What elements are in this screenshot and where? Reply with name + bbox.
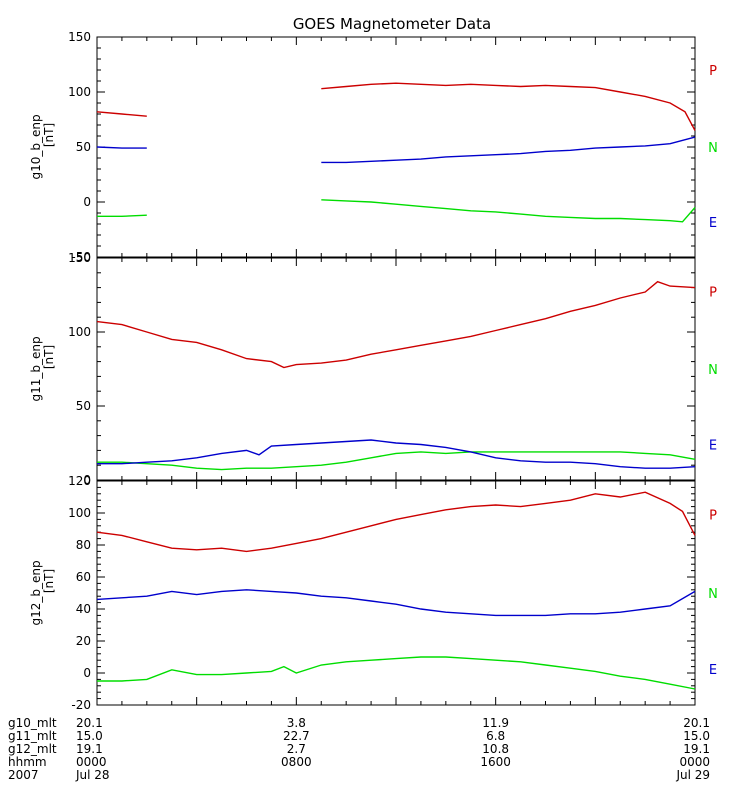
annotation-value: 3.8	[287, 716, 306, 730]
series-line-n	[97, 214, 147, 218]
side-label-e: E	[709, 216, 717, 231]
y-tick-label: 50	[76, 399, 91, 413]
annotation-row-label: g11_mlt	[8, 729, 57, 743]
series-n	[97, 199, 696, 223]
series-line-n	[97, 451, 696, 471]
y-tick-label: 60	[76, 570, 91, 584]
y-tick-label: 150	[68, 251, 91, 265]
annotation-value: 19.1	[76, 742, 103, 756]
annotation-value: Jul 28	[75, 768, 110, 782]
y-tick-label: 40	[76, 602, 91, 616]
y-tick-label: 80	[76, 538, 91, 552]
y-axis-label: g10_b_enp	[29, 114, 43, 179]
annotation-value: 15.0	[76, 729, 103, 743]
side-label-p: P	[709, 285, 717, 300]
panel-2: 0 50 100 150 g11_b_enp [nT] P N E	[29, 251, 718, 487]
series-p	[96, 280, 696, 369]
side-label-p: P	[709, 509, 717, 524]
series-line-n	[321, 199, 696, 223]
series-line-e	[321, 136, 696, 164]
series-e	[96, 589, 696, 617]
y-axis-label: g11_b_enp	[29, 336, 43, 401]
annotation-value: 6.8	[486, 729, 505, 743]
y-tick-label: 100	[68, 325, 91, 339]
side-label-e: E	[709, 438, 717, 453]
side-label-n: N	[708, 141, 718, 156]
annotation-value: 10.8	[482, 742, 509, 756]
panel-frame	[96, 257, 696, 481]
series-line-e	[96, 146, 147, 149]
y-axis-label: g12_b_enp	[29, 560, 43, 625]
y-tick-label: 0	[83, 195, 91, 209]
annotation-value: 20.1	[683, 716, 710, 730]
panel-3: -20 0 20 40 60 80 100 120 g12_b_enp [nT] P N E	[29, 474, 718, 712]
annotation-row-label: hhmm	[8, 755, 47, 769]
side-label-n: N	[708, 587, 718, 602]
annotation-row-label: g12_mlt	[8, 742, 57, 756]
series-line-n	[97, 656, 696, 690]
series-p	[96, 82, 696, 131]
y-tick-label: 150	[68, 30, 91, 44]
annotation-value: 19.1	[683, 742, 710, 756]
y-tick-label: 0	[83, 666, 91, 680]
series-line-p	[96, 280, 696, 369]
y-tick-label: 20	[76, 634, 91, 648]
y-tick-label: -50	[71, 250, 91, 264]
panel-1: -50 0 50 100 150 g10_b_enp [nT] P N E	[29, 30, 718, 264]
series-line-p	[96, 111, 147, 117]
series-e	[97, 439, 696, 469]
series-line-e	[97, 439, 696, 469]
side-label-n: N	[708, 363, 718, 378]
y-axis-unit: [nT]	[42, 345, 56, 369]
annotation-value: 20.1	[76, 716, 103, 730]
annotation-value: 15.0	[683, 729, 710, 743]
y-tick-label: -20	[71, 698, 91, 712]
y-tick-label: 120	[68, 474, 91, 488]
y-axis-unit: [nT]	[42, 123, 56, 147]
series-n	[97, 656, 696, 690]
annotation-value: 0000	[76, 755, 107, 769]
annotation-value: 2.7	[287, 742, 306, 756]
series-line-p	[96, 491, 696, 553]
chart-title: GOES Magnetometer Data	[293, 15, 491, 33]
side-label-p: P	[709, 64, 717, 79]
side-label-e: E	[709, 663, 717, 678]
series-line-e	[96, 589, 696, 617]
series-n	[97, 451, 696, 471]
series-p	[96, 491, 696, 553]
annotation-value: 11.9	[482, 716, 509, 730]
series-e	[96, 136, 696, 164]
y-tick-label: 100	[68, 506, 91, 520]
series-line-p	[321, 82, 696, 131]
y-tick-label: 100	[68, 85, 91, 99]
y-tick-label: 0	[83, 473, 91, 487]
annotation-value: Jul 29	[675, 768, 710, 782]
annotation-value: 0000	[679, 755, 710, 769]
annotation-row-label: g10_mlt	[8, 716, 57, 730]
annotation-row-label: 2007	[8, 768, 39, 782]
y-axis-unit: [nT]	[42, 569, 56, 593]
annotation-value: 22.7	[283, 729, 310, 743]
y-tick-label: 50	[76, 140, 91, 154]
annotation-value: 1600	[480, 755, 511, 769]
annotation-value: 0800	[281, 755, 312, 769]
